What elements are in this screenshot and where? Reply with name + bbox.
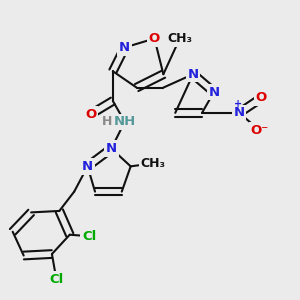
Text: N: N [82,160,93,173]
Text: CH₃: CH₃ [140,157,166,170]
Text: O: O [256,92,267,104]
Text: Cl: Cl [49,273,64,286]
Text: N: N [208,85,220,98]
Text: O: O [85,108,96,121]
Text: N: N [234,106,245,119]
Text: H: H [102,115,112,128]
Text: O⁻: O⁻ [251,124,269,137]
Text: +: + [234,99,242,109]
Text: NH: NH [114,115,136,128]
Text: Cl: Cl [82,230,96,243]
Text: N: N [188,68,199,81]
Text: N: N [106,142,117,155]
Text: CH₃: CH₃ [167,32,192,45]
Text: O: O [149,32,160,45]
Text: N: N [119,41,130,54]
